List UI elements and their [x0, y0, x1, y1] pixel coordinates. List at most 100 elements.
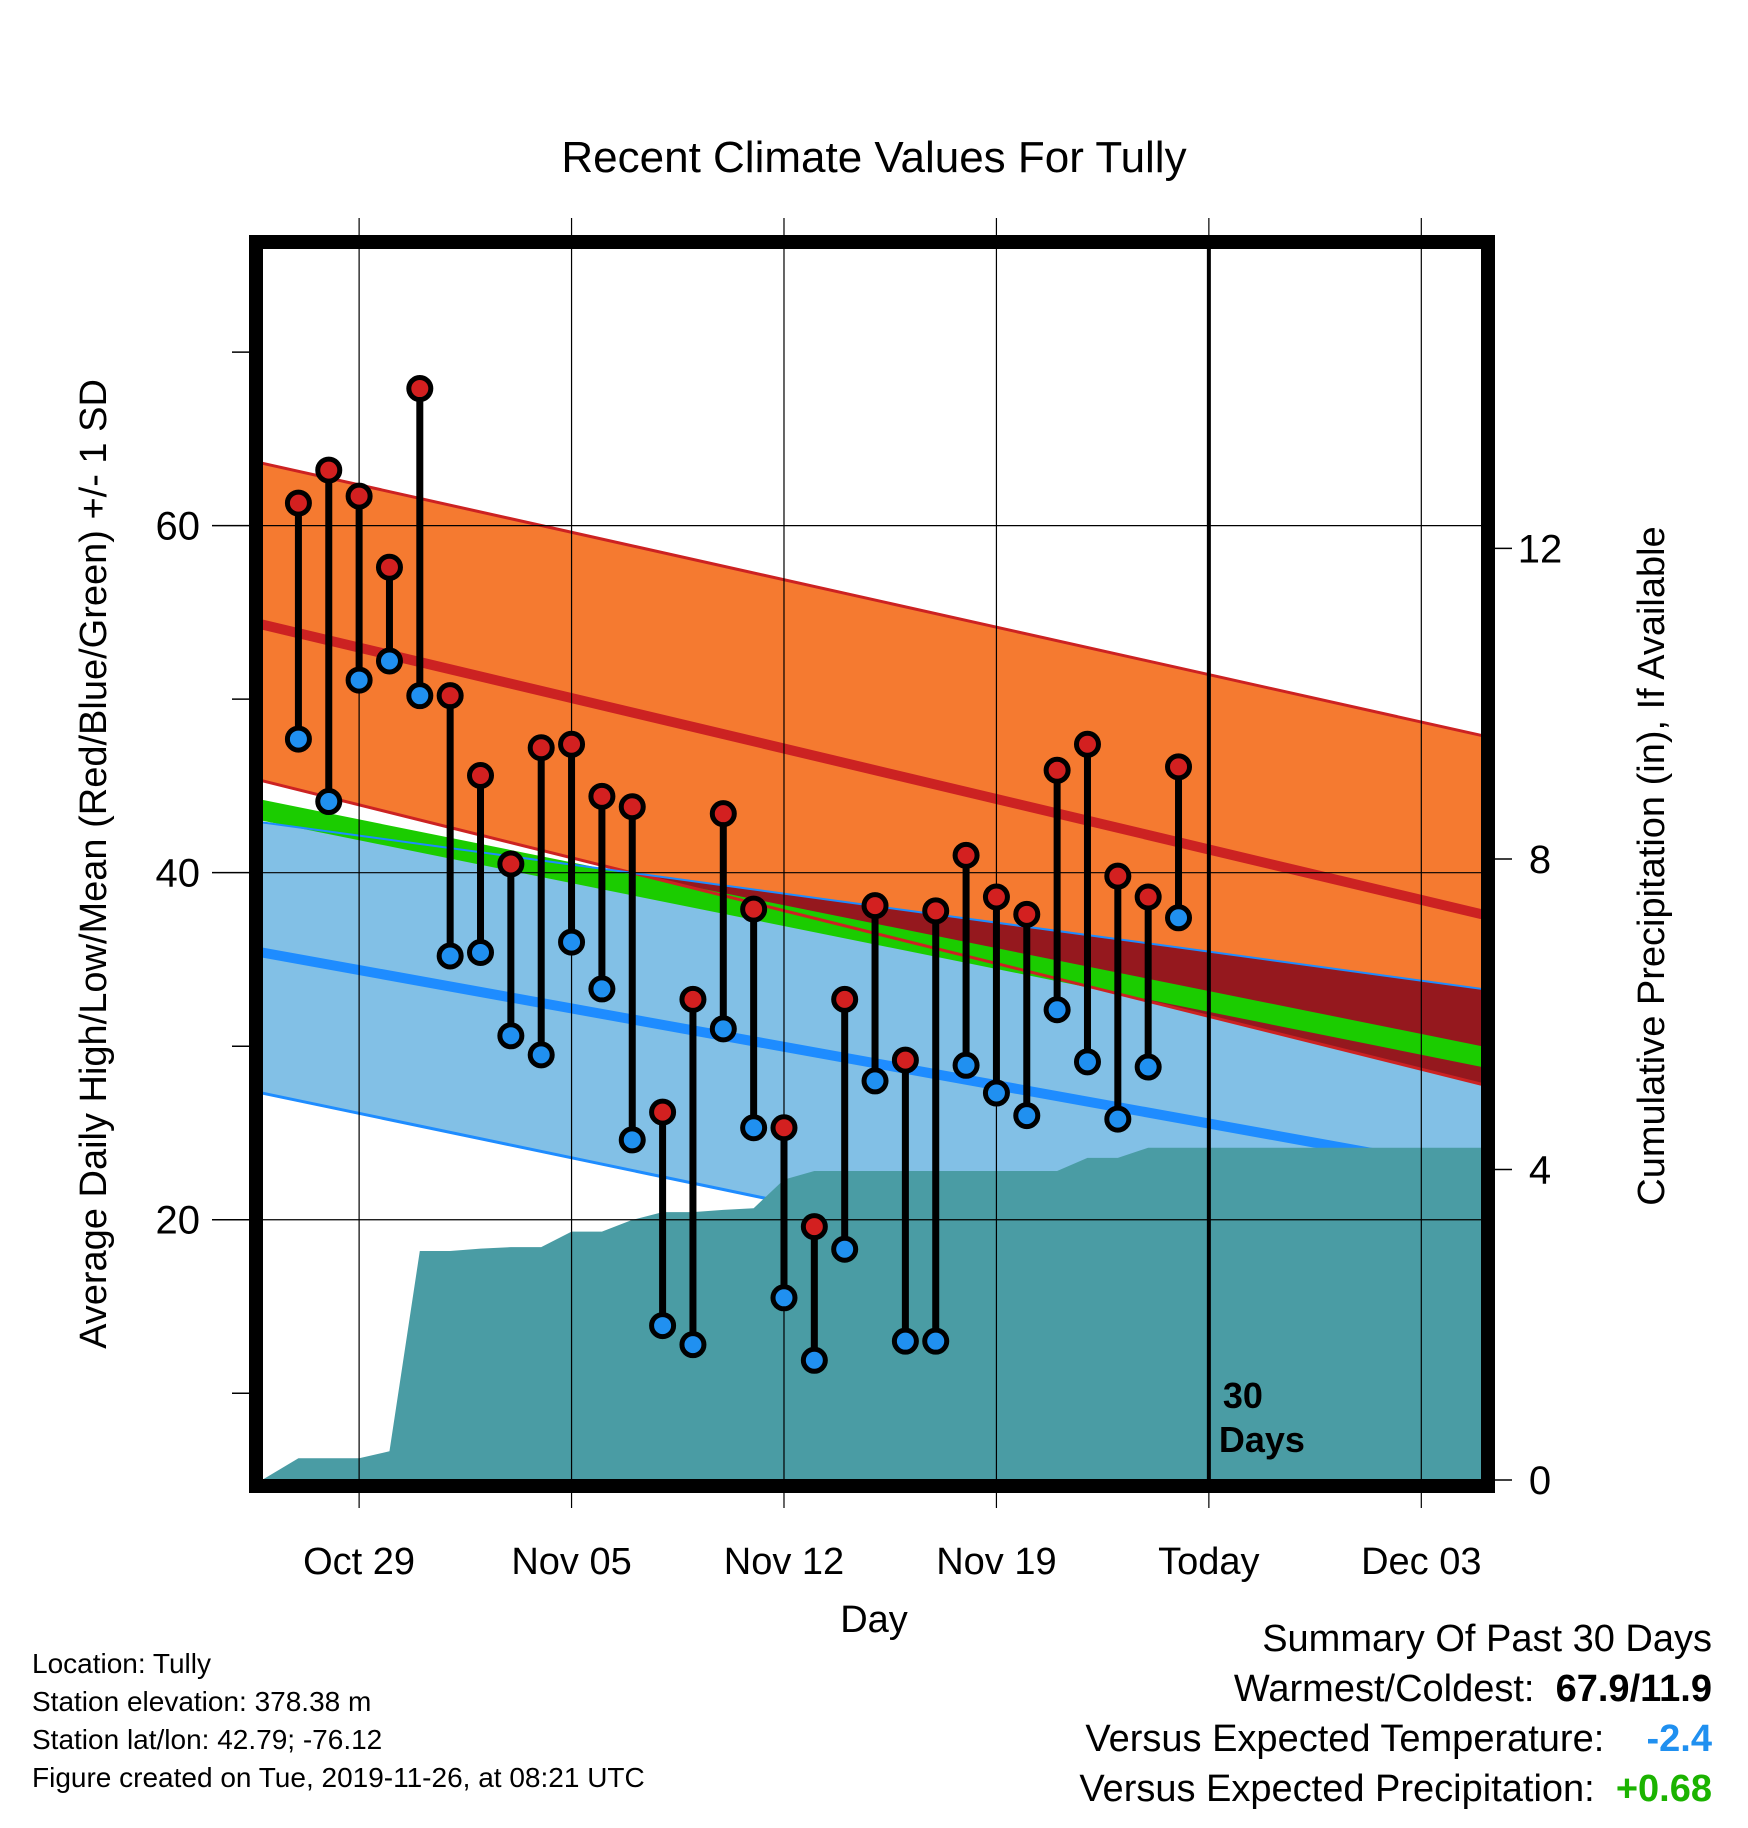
daily-high-point — [922, 897, 950, 925]
high-upper-line — [261, 461, 1483, 738]
summary-precip-value: +0.68 — [1615, 1768, 1712, 1810]
daily-low-point — [1134, 1053, 1162, 1081]
daily-high-point — [982, 883, 1010, 911]
daily-high-point — [740, 895, 768, 923]
daily-low-point — [1013, 1102, 1041, 1130]
footer-latlon: Station lat/lon: 42.79; -76.12 — [32, 1724, 383, 1755]
daily-low-point — [709, 1015, 737, 1043]
chart-title: Recent Climate Values For Tully — [561, 133, 1186, 182]
x-tick-label-3: Nov 19 — [936, 1541, 1056, 1583]
daily-high-point — [891, 1046, 919, 1074]
daily-high-point — [315, 456, 343, 484]
daily-high-point — [709, 800, 737, 828]
daily-low-point — [1073, 1048, 1101, 1076]
daily-low-point — [740, 1114, 768, 1142]
daily-low-point — [375, 647, 403, 675]
summary-title: Summary Of Past 30 Days — [1262, 1618, 1712, 1660]
daily-high-point — [467, 762, 495, 790]
plot-border — [249, 235, 1495, 1493]
footer-created: Figure created on Tue, 2019-11-26, at 08… — [32, 1762, 645, 1793]
daily-high-point — [345, 482, 373, 510]
daily-low-point — [588, 975, 616, 1003]
summary-precip-label: Versus Expected Precipitation: — [1079, 1768, 1595, 1810]
daily-low-point — [315, 788, 343, 816]
x-tick-label-0: Oct 29 — [303, 1541, 415, 1583]
footer-location: Location: Tully — [32, 1648, 211, 1679]
daily-low-point — [891, 1327, 919, 1355]
daily-low-point — [1165, 904, 1193, 932]
today-label-line2: Days — [1219, 1419, 1305, 1460]
summary-warmest-value: 67.9/11.9 — [1555, 1668, 1712, 1710]
daily-low-point — [497, 1022, 525, 1050]
daily-low-point — [467, 938, 495, 966]
daily-low-point — [861, 1067, 889, 1095]
daily-high-point — [406, 375, 434, 403]
today-label-line1: 30 — [1223, 1375, 1263, 1416]
y-right-tick-label-0: 0 — [1529, 1459, 1551, 1503]
daily-high-point — [588, 782, 616, 810]
precipitation-area — [262, 1147, 1482, 1480]
y-right-tick-label-3: 12 — [1518, 527, 1563, 571]
summary-warmest-row: Warmest/Coldest: 67.9/11.9 — [1234, 1668, 1712, 1711]
high-normal-line — [260, 619, 1484, 920]
daily-low-point — [558, 928, 586, 956]
summary-precip-row: Versus Expected Precipitation: +0.68 — [1079, 1768, 1712, 1811]
daily-low-point — [284, 725, 312, 753]
daily-high-point — [527, 734, 555, 762]
daily-high-point — [952, 841, 980, 869]
x-tick-label-5: Dec 03 — [1361, 1541, 1481, 1583]
daily-high-point — [1165, 753, 1193, 781]
daily-low-point — [982, 1079, 1010, 1107]
daily-high-point — [1134, 883, 1162, 911]
daily-high-point — [1013, 900, 1041, 928]
y-axis-left-label: Average Daily High/Low/Mean (Red/Blue/Gr… — [73, 379, 115, 1349]
y-right-tick-label-1: 4 — [1529, 1148, 1551, 1192]
daily-high-point — [800, 1213, 828, 1241]
daily-high-point — [558, 730, 586, 758]
x-tick-label-2: Nov 12 — [724, 1541, 844, 1583]
daily-high-point — [618, 793, 646, 821]
daily-high-point — [284, 489, 312, 517]
summary-temp-value: -2.4 — [1646, 1718, 1712, 1760]
daily-high-point — [649, 1098, 677, 1126]
daily-low-point — [406, 682, 434, 710]
daily-high-point — [770, 1114, 798, 1142]
precip-area-fill — [262, 1147, 1482, 1480]
x-axis-label: Day — [840, 1599, 908, 1641]
summary-warmest-label: Warmest/Coldest: — [1233, 1668, 1535, 1710]
daily-low-point — [649, 1312, 677, 1340]
daily-high-point — [497, 850, 525, 878]
y-left-tick-label-0: 20 — [156, 1199, 201, 1243]
daily-high-point — [375, 553, 403, 581]
daily-low-point — [770, 1284, 798, 1312]
x-tick-label-4: Today — [1158, 1541, 1259, 1583]
daily-high-point — [679, 985, 707, 1013]
daily-high-point — [436, 682, 464, 710]
daily-low-point — [1043, 996, 1071, 1024]
daily-high-point — [1104, 862, 1132, 890]
daily-high-point — [861, 892, 889, 920]
daily-high-point — [831, 985, 859, 1013]
daily-low-point — [436, 942, 464, 970]
daily-low-point — [922, 1327, 950, 1355]
daily-low-point — [800, 1346, 828, 1374]
y-right-tick-label-2: 8 — [1529, 838, 1551, 882]
daily-low-point — [679, 1331, 707, 1359]
daily-low-point — [831, 1235, 859, 1263]
daily-high-point — [1073, 730, 1101, 758]
daily-high-point — [1043, 756, 1071, 784]
plot-frame — [249, 235, 1495, 1493]
y-left-tick-label-1: 40 — [156, 852, 201, 896]
axes: Recent Climate Values For Tully Oct 29 Nov… — [73, 133, 1673, 1641]
y-left-tick-label-2: 60 — [156, 505, 201, 549]
daily-low-point — [1104, 1105, 1132, 1133]
daily-low-point — [345, 666, 373, 694]
summary-temp-label: Versus Expected Temperature: — [1085, 1718, 1605, 1760]
daily-values — [284, 375, 1193, 1374]
daily-low-point — [527, 1041, 555, 1069]
footer-elevation: Station elevation: 378.38 m — [32, 1686, 372, 1717]
x-tick-label-1: Nov 05 — [511, 1541, 631, 1583]
y-axis-right-label: Cumulative Precipitation (in), If Availa… — [1631, 526, 1673, 1205]
